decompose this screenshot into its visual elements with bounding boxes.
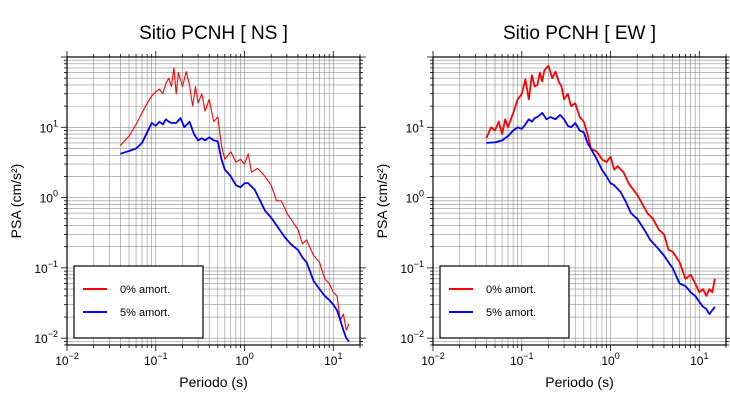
y-tick-label: 100 [40, 189, 58, 206]
x-tick-label: 10−2 [421, 351, 445, 368]
x-tick-label: 100 [235, 351, 253, 368]
legend: 0% amort. 5% amort. [73, 265, 204, 339]
y-tick-label: 10−2 [34, 329, 58, 346]
chart-title: Sitio PCNH [ NS ] [139, 23, 288, 44]
chart-title: Sitio PCNH [ EW ] [503, 23, 656, 44]
legend-label: 5% amort. [120, 307, 170, 319]
axis-ticks [61, 51, 366, 351]
series-line-amort-5 [120, 117, 350, 342]
y-axis-label: PSA (cm/s²) [374, 164, 390, 239]
y-axis-label: PSA (cm/s²) [8, 164, 24, 239]
legend-box [439, 265, 570, 339]
x-tick-label: 101 [324, 351, 342, 368]
y-tick-label: 10−1 [400, 259, 424, 276]
x-tick-label: 101 [690, 351, 708, 368]
series-line-amort-0 [119, 67, 350, 331]
x-axis-label: Periodo (s) [179, 374, 247, 390]
chart-panel-1: 10−2 10−1 100 101 10−2 10−1 100 101 Sitio PCNH [… [8, 23, 366, 390]
y-tick-label: 10−1 [34, 259, 58, 276]
legend-label: 0% amort. [486, 284, 536, 296]
y-tick-label: 101 [40, 118, 58, 135]
axis-ticks [427, 51, 730, 351]
x-axis-label: Periodo (s) [545, 374, 613, 390]
x-tick-label: 10−1 [510, 351, 534, 368]
y-tick-label: 100 [406, 189, 424, 206]
y-tick-label: 10−2 [400, 329, 424, 346]
chart-panel-2: 10−2 10−1 100 101 10−2 10−1 100 101 Sitio PCNH [… [374, 23, 730, 390]
series-line-amort-5 [486, 112, 716, 316]
y-tick-label: 101 [406, 118, 424, 135]
legend-box [73, 265, 204, 339]
legend-label: 5% amort. [486, 307, 536, 319]
series-line-amort-0 [485, 64, 716, 297]
legend-label: 0% amort. [120, 284, 170, 296]
x-tick-label: 10−1 [144, 351, 168, 368]
x-tick-label: 100 [601, 351, 619, 368]
x-tick-label: 10−2 [55, 351, 79, 368]
legend: 0% amort. 5% amort. [439, 265, 570, 339]
